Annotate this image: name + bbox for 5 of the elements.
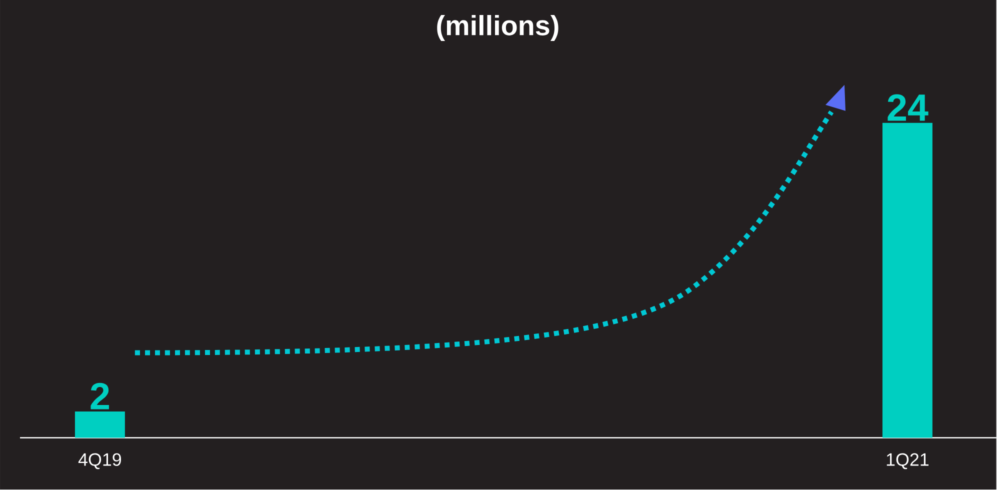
chart-title: (millions) bbox=[437, 15, 558, 42]
x-tick-label: 4Q19 bbox=[78, 453, 122, 470]
x-tick-label: 1Q21 bbox=[886, 453, 928, 470]
data-label: 2 bbox=[90, 383, 109, 410]
data-label: 24 bbox=[888, 94, 928, 121]
